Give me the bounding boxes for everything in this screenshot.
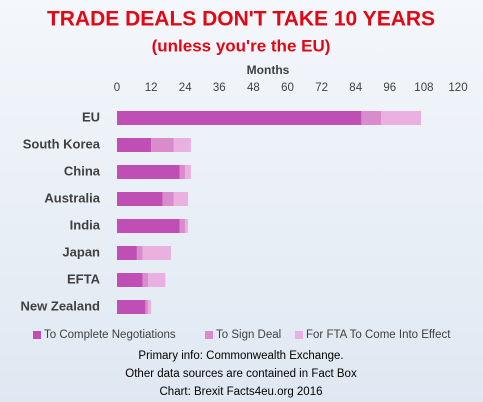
bar-segment — [117, 246, 137, 260]
bar-segment — [117, 273, 143, 287]
bar-segment — [148, 273, 166, 287]
y-tick-label: China — [64, 163, 101, 178]
chart-title: TRADE DEALS DON'T TAKE 10 YEARS — [47, 8, 435, 31]
x-tick-label: 36 — [213, 82, 226, 94]
x-tick-label: 0 — [114, 82, 120, 94]
legend-swatch — [295, 331, 303, 339]
legend-swatch — [33, 331, 41, 339]
bar-segment — [117, 138, 152, 152]
bar-segment — [117, 219, 180, 233]
y-tick-label: Japan — [62, 244, 100, 259]
bar-segment — [185, 219, 189, 233]
bar-segment — [142, 246, 171, 260]
bar-segment — [173, 138, 191, 152]
bar-segment — [117, 300, 146, 314]
bar-segment — [185, 165, 191, 179]
footnote: Other data sources are contained in Fact… — [125, 368, 357, 380]
x-tick-label: 60 — [281, 82, 294, 94]
y-tick-label: EFTA — [67, 271, 101, 286]
x-tick-label: 96 — [383, 82, 396, 94]
bar-segment — [173, 192, 189, 206]
legend-label: To Sign Deal — [216, 329, 281, 341]
x-tick-label: 108 — [414, 82, 433, 94]
legend-label: To Complete Negotiations — [44, 329, 176, 341]
y-tick-label: South Korea — [23, 136, 101, 151]
bar-segment — [151, 138, 174, 152]
x-tick-label: 12 — [145, 82, 158, 94]
bar-segment — [136, 246, 143, 260]
bar-segment — [381, 111, 422, 125]
bar-segment — [117, 165, 180, 179]
bar-segment — [117, 192, 163, 206]
bar-segment — [179, 165, 186, 179]
bar-segment — [142, 273, 149, 287]
y-tick-label: New Zealand — [21, 298, 101, 313]
bar-segment — [148, 300, 152, 314]
x-tick-label: 120 — [448, 82, 467, 94]
legend-label: For FTA To Come Into Effect — [306, 329, 451, 341]
bar-segment — [361, 111, 382, 125]
y-tick-label: EU — [82, 109, 100, 124]
legend-swatch — [205, 331, 213, 339]
bar-segment — [162, 192, 174, 206]
chart-subtitle: (unless you're the EU) — [152, 36, 331, 55]
bar-segment — [117, 111, 362, 125]
bar-segment — [179, 219, 186, 233]
x-axis-label: Months — [247, 63, 290, 77]
y-tick-label: India — [70, 217, 101, 232]
y-tick-label: Australia — [44, 190, 100, 205]
footnote: Chart: Brexit Facts4eu.org 2016 — [160, 386, 323, 398]
bar-segment — [145, 300, 149, 314]
x-tick-label: 72 — [315, 82, 328, 94]
footnote: Primary info: Commonwealth Exchange. — [138, 350, 343, 362]
x-tick-label: 24 — [179, 82, 192, 94]
x-tick-label: 84 — [349, 82, 362, 94]
x-tick-label: 48 — [247, 82, 260, 94]
